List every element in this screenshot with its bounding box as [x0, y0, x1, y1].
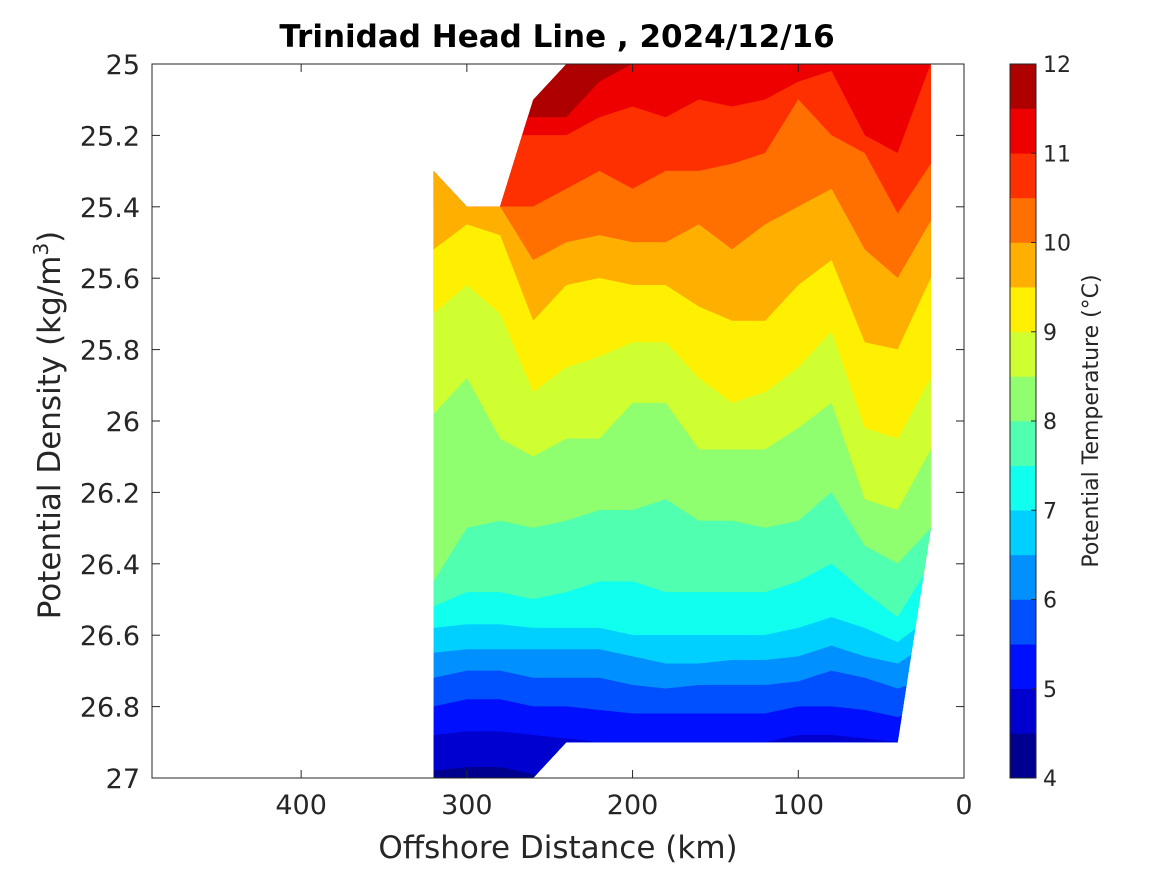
colorbar-tick-label: 10: [1043, 232, 1071, 257]
colorbar-ticks: 12 11 10 9 8 7 6 5 4: [1031, 53, 1071, 792]
y-tick-label: 26.4: [80, 550, 140, 581]
colorbar-segment: [1010, 599, 1036, 645]
x-tick-label: 100: [773, 790, 825, 821]
colorbar-tick-label: 12: [1043, 53, 1071, 78]
x-tick-label: 400: [275, 790, 327, 821]
colorbar-tick-label: 4: [1043, 767, 1057, 792]
colorbar-segment: [1010, 376, 1036, 422]
colorbar-segment: [1010, 331, 1036, 377]
colorbar-tick-label: 7: [1043, 499, 1057, 524]
y-tick-label: 25: [106, 50, 140, 81]
colorbar-segment: [1010, 688, 1036, 734]
contour-fills: [433, 64, 931, 778]
colorbar-segment: [1010, 108, 1036, 154]
colorbar-segment: [1010, 197, 1036, 243]
y-tick-label: 25.8: [80, 336, 140, 367]
colorbar-segment: [1010, 242, 1036, 288]
colorbar-tick-label: 5: [1043, 678, 1057, 703]
colorbar-tick-label: 9: [1043, 321, 1057, 346]
colorbar-segment: [1010, 465, 1036, 511]
x-axis-label: Offshore Distance (km): [378, 830, 737, 866]
contour-band-4.5: [433, 767, 931, 778]
y-axis-label: Potential Density (kg/m3): [29, 231, 68, 620]
colorbar-segment: [1010, 733, 1036, 779]
x-tick-label: 300: [441, 790, 493, 821]
colorbar-segment: [1010, 510, 1036, 556]
y-tick-label: 26.2: [80, 478, 140, 509]
x-tick-label: 200: [607, 790, 659, 821]
y-tick-label: 25.6: [80, 264, 140, 295]
chart-title: Trinidad Head Line , 2024/12/16: [279, 19, 834, 55]
colorbar-tick-label: 8: [1043, 410, 1057, 435]
colorbar: [1009, 63, 1037, 779]
colorbar-segment: [1010, 64, 1036, 109]
colorbar-segment: [1010, 554, 1036, 600]
y-axis-ticks: 25 25.2 25.4 25.6 25.8 26 26.2 26.4 26.6 26.8 27: [80, 50, 964, 795]
colorbar-tick-label: 11: [1043, 142, 1071, 167]
y-tick-label: 26: [106, 407, 140, 438]
x-axis-ticks: 400 300 200 100 0: [275, 64, 973, 821]
x-tick-label: 0: [955, 790, 972, 821]
y-tick-label: 26.6: [80, 621, 140, 652]
colorbar-segment: [1010, 153, 1036, 199]
y-tick-label: 25.4: [80, 193, 140, 224]
colorbar-segment: [1010, 421, 1036, 466]
colorbar-tick-label: 6: [1043, 589, 1057, 614]
colorbar-segment: [1010, 644, 1036, 690]
colorbar-segment: [1010, 287, 1036, 333]
y-tick-label: 26.8: [80, 693, 140, 724]
y-tick-label: 27: [106, 764, 140, 795]
y-tick-label: 25.2: [80, 121, 140, 152]
colorbar-label: Potential Temperature (°C): [1079, 274, 1104, 567]
